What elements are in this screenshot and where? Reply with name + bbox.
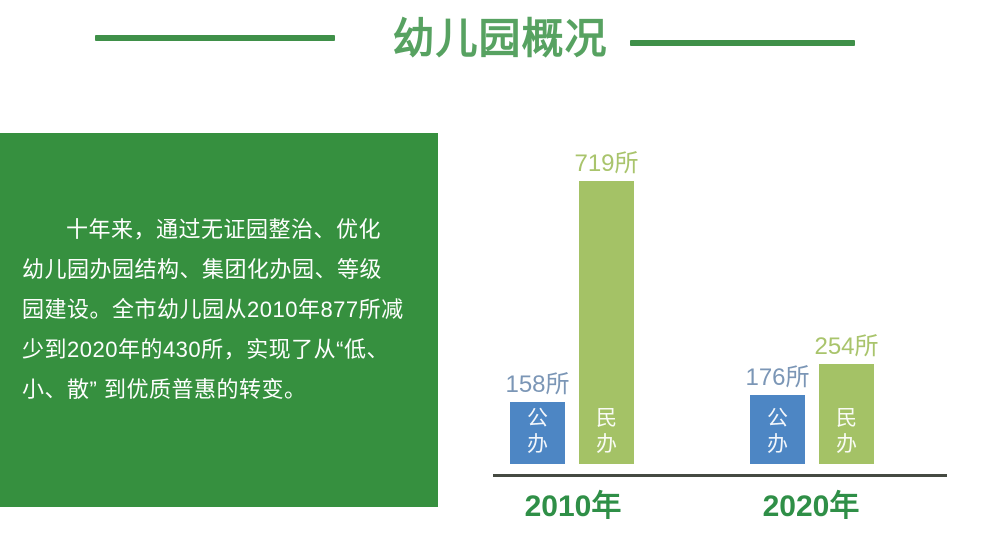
bar-column-2020年-公办: 176所公办 — [745, 365, 810, 464]
bar-民办-2010年: 民办 — [579, 181, 634, 464]
bar-column-2010年-民办: 719所民办 — [574, 151, 639, 464]
summary-panel: 十年来，通过无证园整治、优化 幼儿园办园结构、集团化办园、等级 园建设。全市幼儿… — [0, 133, 438, 507]
bar-value-label: 719所 — [574, 150, 639, 177]
category-label-2010: 2010年 — [524, 490, 622, 523]
summary-text-line: 少到2020年的430所，实现了从“低、 — [22, 337, 389, 362]
bar-series-label: 公办 — [767, 407, 788, 456]
bar-column-2020年-民办: 254所民办 — [814, 334, 879, 464]
bar-series-label: 公办 — [527, 407, 548, 456]
bar-公办-2020年: 公办 — [750, 395, 805, 464]
bar-series-label: 民办 — [836, 407, 857, 456]
page-title: 幼儿园概况 — [392, 17, 608, 63]
summary-text-line: 小、散” 到优质普惠的转变。 — [22, 377, 307, 402]
summary-text-line: 园建设。全市幼儿园从2010年877所减 — [22, 297, 404, 322]
bar-公办-2010年: 公办 — [510, 402, 565, 464]
title-rule-left — [95, 35, 335, 41]
category-label-2020: 2020年 — [762, 490, 860, 523]
bar-民办-2020年: 民办 — [819, 364, 874, 464]
bar-column-2010年-公办: 158所公办 — [505, 372, 570, 464]
summary-text-line: 幼儿园办园结构、集团化办园、等级 — [22, 257, 383, 282]
bar-value-label: 176所 — [745, 364, 810, 391]
bar-value-label: 254所 — [814, 333, 879, 360]
title-rule-right — [630, 40, 855, 46]
bar-series-label: 民办 — [596, 407, 617, 456]
summary-text-line: 十年来，通过无证园整治、优化 — [66, 217, 382, 242]
x-axis-line — [493, 474, 947, 477]
bar-value-label: 158所 — [505, 371, 570, 398]
